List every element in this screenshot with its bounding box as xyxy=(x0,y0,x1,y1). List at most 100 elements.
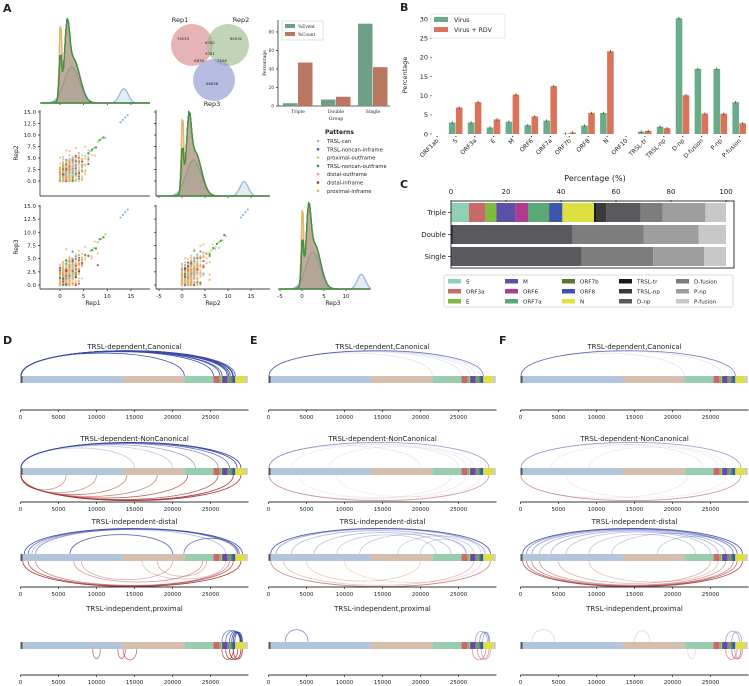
scatter-point xyxy=(126,114,129,117)
scatter-point xyxy=(65,272,68,275)
scatter-point xyxy=(68,150,71,153)
rep2-y-tick-label: 2.5 xyxy=(27,168,36,174)
venn-count-rep1_rep3: 6878 xyxy=(194,58,204,63)
genome-region xyxy=(722,642,728,649)
scatter-point xyxy=(104,233,107,236)
genome-region xyxy=(719,642,722,649)
x-tick-label: 10000 xyxy=(336,415,354,421)
genome-region xyxy=(184,554,214,561)
bar-d-fusion-virus xyxy=(694,68,702,134)
scatter-point xyxy=(74,146,77,150)
x-tick-label: 0 xyxy=(19,507,23,513)
genome-region xyxy=(228,376,232,383)
scatter-point xyxy=(199,265,202,269)
rep2-y-tick-label: 10.0 xyxy=(24,133,37,139)
legend-swatch xyxy=(434,27,448,32)
arc-up xyxy=(539,529,727,555)
scatter-point xyxy=(84,170,87,173)
genome-region xyxy=(483,376,493,383)
subplot-title: TRSL-dependent-NonCanonical xyxy=(327,435,437,443)
scatter-point xyxy=(180,264,184,267)
scatter-point xyxy=(102,236,105,239)
genome-region xyxy=(713,376,720,383)
legend-label: D-np xyxy=(637,300,651,306)
x-tick-label: 10000 xyxy=(88,507,106,513)
legend-swatch xyxy=(676,279,689,284)
scatter-point xyxy=(65,149,68,152)
scatter-point xyxy=(62,269,65,272)
genome-region xyxy=(213,554,220,561)
rep2-axis-label: Rep2 xyxy=(13,145,20,160)
scatter-point xyxy=(214,245,217,248)
genome-region xyxy=(270,554,371,561)
arc-up xyxy=(531,528,734,555)
genome-region xyxy=(732,554,736,561)
scatter-point xyxy=(193,265,196,268)
arc-up xyxy=(550,530,719,555)
x-tick-label: 15000 xyxy=(626,680,644,686)
arc-up xyxy=(20,442,230,469)
x-tick-label: 5000 xyxy=(552,507,566,513)
venn-count-rep1_rep2: 6782 xyxy=(205,40,215,45)
legend-label: N xyxy=(580,300,584,306)
venn-circle-rep3 xyxy=(193,59,235,101)
genome-region xyxy=(622,468,685,475)
legend-marker-trsl-noncan-inframe xyxy=(316,148,320,151)
segment-single-d-fusion xyxy=(581,247,654,266)
y-tick xyxy=(430,133,432,135)
genome-region xyxy=(731,376,733,383)
scatter-point xyxy=(217,246,220,249)
scatter-point xyxy=(65,161,68,164)
scatter-point xyxy=(62,283,65,287)
genome-region xyxy=(722,376,728,383)
scatter-point xyxy=(68,267,71,270)
panel-label-a: A xyxy=(3,2,12,15)
segment-triple-s xyxy=(451,203,469,222)
arc-down xyxy=(520,474,742,501)
x-tick-label: 10000 xyxy=(336,680,354,686)
venn-label-rep1: Rep1 xyxy=(172,16,189,24)
y-tick-label: 10 xyxy=(420,92,428,100)
scatter-point xyxy=(84,168,87,172)
scatter-point xyxy=(187,278,190,281)
genome-region xyxy=(520,642,523,649)
rep2-y-tick-label: 7.5 xyxy=(27,145,36,151)
scatter-point xyxy=(100,137,103,140)
x-tick-label: 10000 xyxy=(588,592,606,598)
segment-triple-orf8 xyxy=(549,203,563,222)
genome-region xyxy=(231,642,233,649)
scatter-point xyxy=(80,178,84,181)
scatter-point xyxy=(68,174,71,177)
genome-region xyxy=(476,376,480,383)
legend-label: Virus + RDV xyxy=(454,27,493,34)
scatter-point xyxy=(65,166,68,169)
x-tick-label: P-fusion xyxy=(721,137,743,159)
genome-region xyxy=(727,376,729,383)
scatter-point xyxy=(199,281,202,284)
arc-down xyxy=(141,560,227,580)
scatter-point xyxy=(77,163,81,166)
genome-region xyxy=(722,554,728,561)
scatter-point xyxy=(239,216,242,219)
scatter-point xyxy=(80,163,84,166)
x-tick-label: M xyxy=(507,137,516,146)
rep3-axis-label: Rep3 xyxy=(325,300,340,307)
genome-region xyxy=(492,376,496,383)
scatter-point xyxy=(96,241,99,244)
scatter-point xyxy=(58,271,62,274)
arc-up xyxy=(20,444,196,469)
rep2-y-tick-label: 0.0 xyxy=(27,179,36,185)
scatter-point xyxy=(187,281,190,284)
rep1-axis-label: Rep1 xyxy=(85,300,100,307)
genome-region xyxy=(520,554,523,561)
kde-curve-proximal-outframe xyxy=(156,110,270,197)
y-tick-label: 20 xyxy=(420,54,428,62)
genome-region xyxy=(20,642,23,649)
arc-up xyxy=(234,632,242,643)
scatter-point xyxy=(219,239,222,242)
x-tick-label: 25000 xyxy=(202,507,220,513)
scatter-point xyxy=(65,266,68,269)
scatter-point xyxy=(87,158,90,161)
scatter-point xyxy=(190,260,193,263)
genome-region xyxy=(744,376,748,383)
